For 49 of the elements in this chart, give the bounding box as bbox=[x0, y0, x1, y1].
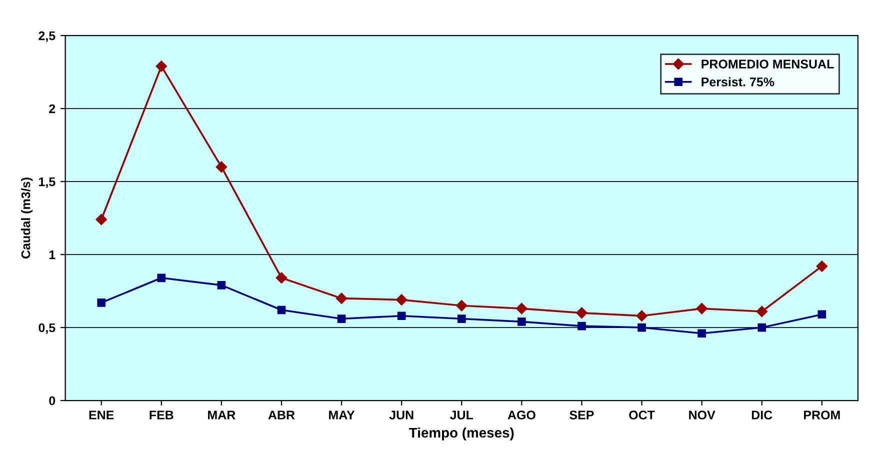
point bbox=[337, 314, 346, 323]
point bbox=[578, 322, 586, 330]
legend-label: Persist. 75% bbox=[702, 77, 774, 86]
y-tick-label: 0,5 bbox=[38, 323, 56, 334]
point bbox=[217, 281, 226, 290]
point bbox=[276, 272, 288, 284]
x-tick-label: PROM bbox=[804, 410, 840, 420]
x-tick-label: MAR bbox=[208, 410, 236, 420]
x-tick-label: DIC bbox=[752, 410, 772, 420]
point bbox=[96, 214, 107, 226]
point bbox=[816, 260, 828, 272]
point bbox=[576, 307, 588, 319]
x-tick-label: OCT bbox=[629, 410, 655, 420]
y-tick-label: 2,5 bbox=[38, 31, 56, 42]
point bbox=[97, 298, 106, 307]
point bbox=[216, 161, 228, 173]
point bbox=[277, 306, 286, 314]
x-tick-label: NOV bbox=[689, 410, 716, 420]
y-tick-label: 0 bbox=[49, 396, 56, 406]
point bbox=[636, 310, 648, 322]
x-tick-label: JUN bbox=[389, 410, 414, 420]
point bbox=[456, 300, 468, 312]
point bbox=[156, 60, 168, 72]
point bbox=[336, 292, 348, 304]
point bbox=[457, 314, 466, 323]
point bbox=[696, 302, 708, 314]
x-tick-label: JUL bbox=[450, 410, 474, 420]
y-tick-label: 1,5 bbox=[39, 177, 56, 188]
point bbox=[396, 294, 408, 306]
x-tick-label: SEP bbox=[570, 410, 594, 420]
x-tick-label: MAY bbox=[329, 410, 355, 420]
x-tick-label: ENE bbox=[89, 410, 114, 420]
legend-label: PROMEDIO MENSUAL bbox=[702, 60, 834, 68]
point bbox=[758, 323, 766, 332]
x-tick-label: ABR bbox=[268, 410, 295, 420]
y-tick-label: 2 bbox=[49, 104, 56, 114]
y-tick-label: 1 bbox=[49, 250, 56, 260]
x-axis-title: Tiempo (meses) bbox=[409, 427, 514, 440]
point bbox=[397, 312, 406, 320]
x-tick-label: AGO bbox=[508, 410, 536, 420]
point bbox=[638, 323, 646, 332]
point bbox=[756, 306, 768, 318]
point bbox=[818, 310, 826, 319]
point bbox=[698, 329, 706, 338]
point bbox=[518, 318, 526, 326]
y-axis-title: Caudal (m3/s) bbox=[21, 178, 33, 259]
x-tick-label: FEB bbox=[150, 410, 174, 420]
point bbox=[516, 302, 528, 314]
point bbox=[157, 274, 166, 282]
